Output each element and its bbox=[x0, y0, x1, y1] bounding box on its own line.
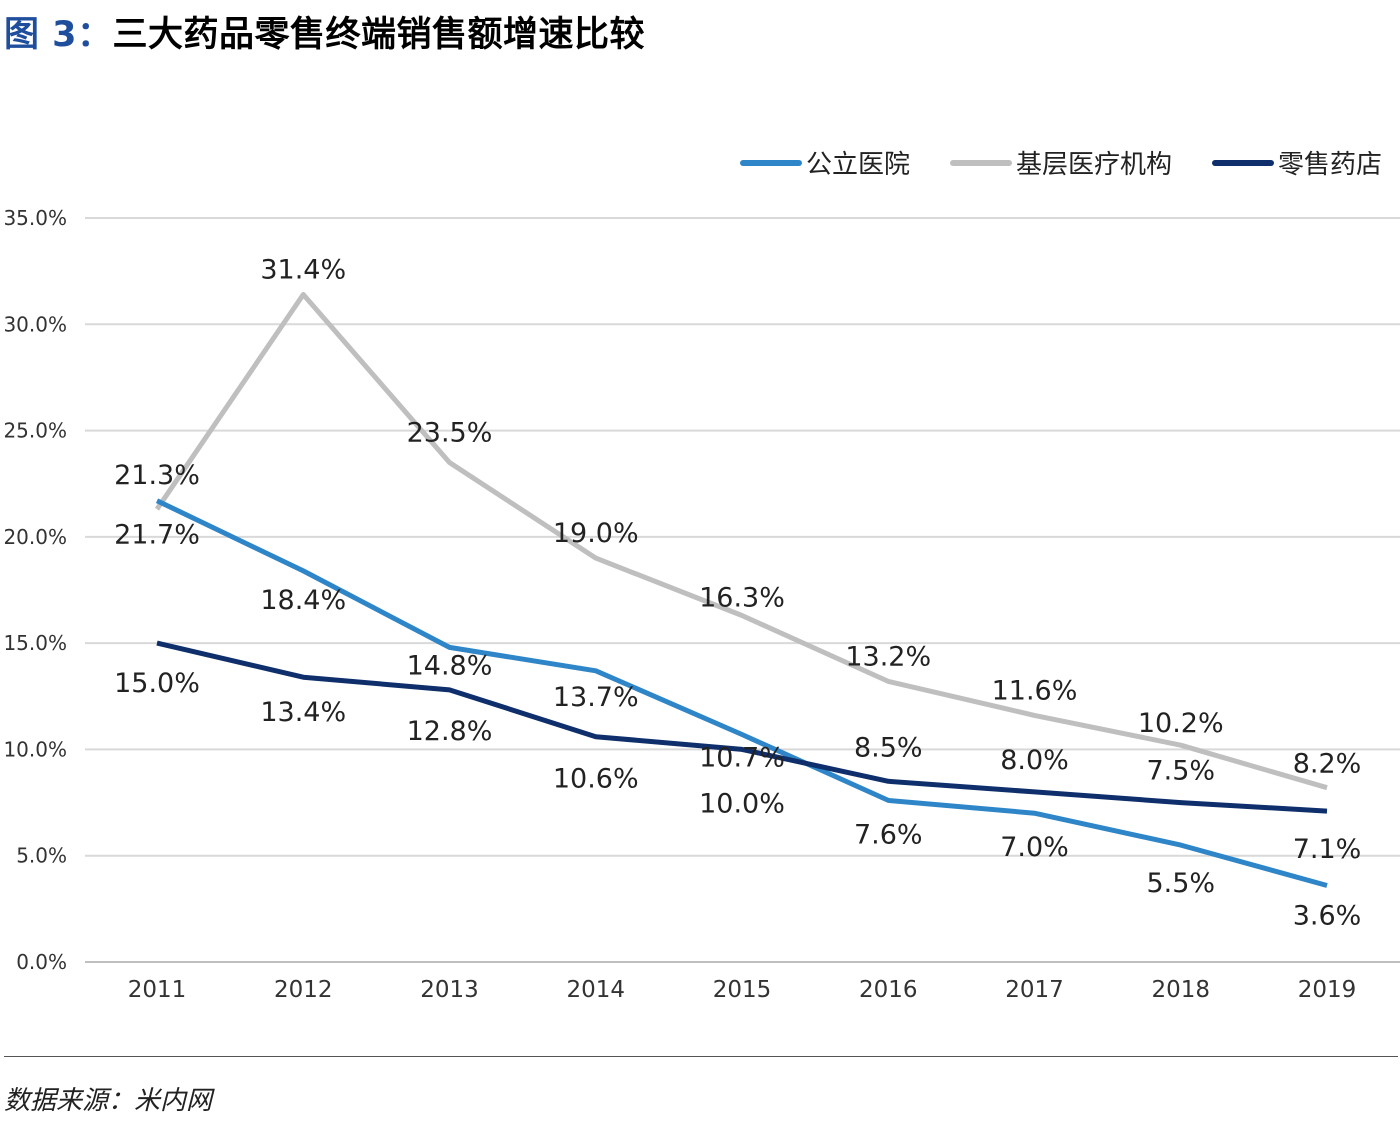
data-label-public-hospital: 18.4% bbox=[260, 585, 346, 616]
data-label-retail-pharmacy: 7.5% bbox=[1146, 756, 1215, 787]
data-label-public-hospital: 7.0% bbox=[1000, 832, 1069, 863]
data-label-primary-care: 13.2% bbox=[845, 641, 931, 672]
data-label-primary-care: 21.3% bbox=[114, 460, 200, 491]
data-label-primary-care: 23.5% bbox=[407, 417, 493, 448]
y-tick-label: 0.0% bbox=[16, 950, 67, 974]
data-label-retail-pharmacy: 15.0% bbox=[114, 668, 200, 699]
data-label-primary-care: 8.2% bbox=[1293, 749, 1362, 780]
data-label-retail-pharmacy: 8.5% bbox=[854, 732, 923, 763]
legend-swatch-retail-pharmacy bbox=[1211, 159, 1274, 166]
data-label-primary-care: 19.0% bbox=[553, 518, 639, 549]
data-label-retail-pharmacy: 7.1% bbox=[1293, 834, 1362, 865]
x-tick-label: 2017 bbox=[1005, 977, 1064, 1003]
y-tick-label: 25.0% bbox=[3, 419, 67, 443]
series-line-primary-care bbox=[154, 292, 1328, 791]
legend-item-public-hospital: 公立医院 bbox=[739, 144, 910, 181]
x-tick-label: 2016 bbox=[859, 977, 918, 1003]
data-label-retail-pharmacy: 10.0% bbox=[699, 788, 785, 819]
y-tick-label: 10.0% bbox=[3, 737, 67, 761]
legend-item-retail-pharmacy: 零售药店 bbox=[1211, 144, 1382, 181]
data-source-note: 数据来源：米内网 bbox=[4, 1086, 213, 1116]
series-line-retail-pharmacy bbox=[156, 640, 1328, 814]
legend-label-retail-pharmacy: 零售药店 bbox=[1277, 150, 1382, 180]
x-tick-label: 2012 bbox=[274, 977, 333, 1003]
legend-swatch-primary-care bbox=[949, 159, 1012, 166]
legend-swatch-public-hospital bbox=[739, 159, 802, 166]
data-label-public-hospital: 14.8% bbox=[407, 650, 493, 681]
x-tick-label: 2018 bbox=[1151, 977, 1210, 1003]
legend-label-primary-care: 基层医疗机构 bbox=[1015, 150, 1172, 180]
y-tick-label: 20.0% bbox=[3, 525, 67, 549]
x-tick-label: 2011 bbox=[128, 977, 187, 1003]
data-label-public-hospital: 7.6% bbox=[854, 819, 923, 850]
legend-label-public-hospital: 公立医院 bbox=[805, 150, 910, 180]
x-tick-label: 2015 bbox=[713, 977, 772, 1003]
data-label-retail-pharmacy: 13.4% bbox=[260, 697, 346, 728]
y-tick-label: 30.0% bbox=[3, 312, 67, 336]
figure-title: 图 3：三大药品零售终端销售额增速比较 bbox=[4, 6, 645, 57]
y-tick-label: 5.0% bbox=[16, 844, 67, 868]
y-tick-label: 15.0% bbox=[3, 631, 67, 655]
bottom-divider bbox=[4, 1056, 1398, 1057]
y-tick-label: 35.0% bbox=[3, 206, 67, 230]
data-label-retail-pharmacy: 8.0% bbox=[1000, 745, 1069, 776]
figure-number: 图 3： bbox=[4, 15, 113, 55]
data-label-retail-pharmacy: 10.6% bbox=[553, 764, 639, 795]
data-label-primary-care: 11.6% bbox=[992, 675, 1078, 706]
x-tick-label: 2013 bbox=[420, 977, 479, 1003]
figure-title-text: 三大药品零售终端销售额增速比较 bbox=[112, 15, 646, 55]
data-label-public-hospital: 5.5% bbox=[1146, 868, 1215, 899]
data-label-public-hospital: 10.7% bbox=[699, 743, 785, 774]
data-label-public-hospital: 13.7% bbox=[553, 682, 639, 713]
data-label-primary-care: 16.3% bbox=[699, 583, 785, 614]
data-label-retail-pharmacy: 12.8% bbox=[407, 716, 493, 747]
data-label-primary-care: 31.4% bbox=[260, 255, 346, 286]
legend-item-primary-care: 基层医疗机构 bbox=[949, 144, 1172, 181]
series-line-public-hospital bbox=[155, 498, 1328, 888]
data-label-public-hospital: 3.6% bbox=[1293, 900, 1362, 931]
data-label-primary-care: 10.2% bbox=[1138, 708, 1224, 739]
line-chart: 0.0% 5.0% 10.0% 15.0% 20.0% 25.0% 30.0% 35.0% 20… bbox=[3, 206, 1400, 1003]
data-label-public-hospital: 21.7% bbox=[114, 520, 200, 551]
chart-legend: 公立医院 基层医疗机构 零售药店 bbox=[739, 144, 1382, 181]
x-tick-label: 2019 bbox=[1298, 977, 1357, 1003]
x-tick-label: 2014 bbox=[566, 977, 625, 1003]
